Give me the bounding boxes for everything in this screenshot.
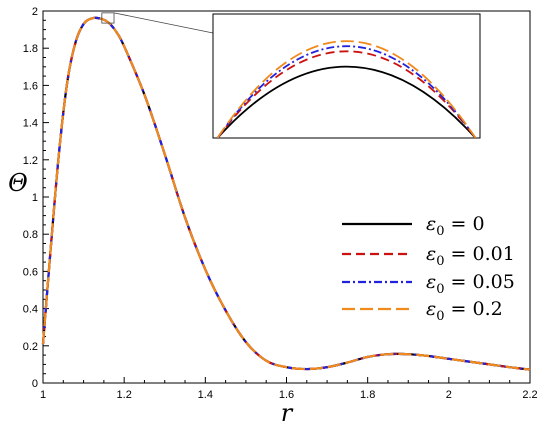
y-tick-label: 0 (32, 378, 38, 390)
x-axis-title: r (281, 399, 294, 427)
x-tick-label: 2.2 (522, 389, 537, 401)
x-tick-label: 2 (446, 389, 452, 401)
y-tick-label: 1.4 (23, 118, 38, 130)
y-tick-label: 0.4 (23, 304, 38, 316)
inset-series-line-2 (216, 45, 477, 138)
x-tick-label: 1.6 (279, 389, 294, 401)
y-tick-label: 1.8 (23, 43, 38, 55)
legend-label-1: ε0 = 0.01 (426, 243, 515, 269)
legend-label-2: ε0 = 0.05 (426, 271, 515, 297)
y-tick-label: 0.8 (23, 229, 38, 241)
x-tick-label: 1.4 (198, 389, 213, 401)
series-line-3 (41, 16, 531, 371)
y-tick-label: 2 (32, 6, 38, 18)
y-tick-label: 1 (32, 192, 38, 204)
y-axis-title: Θ (8, 169, 28, 197)
legend-label-3: ε0 = 0.2 (426, 298, 503, 324)
y-tick-label: 1.2 (23, 155, 38, 167)
x-tick-label: 1.8 (360, 389, 375, 401)
legend-label-0: ε0 = 0 (426, 213, 485, 239)
inset-frame (212, 13, 481, 139)
inset-series-line-1 (216, 50, 477, 138)
x-tick-label: 1 (40, 389, 46, 401)
inset-series-line-3 (216, 40, 477, 138)
zoom-region-box (101, 12, 115, 24)
y-tick-label: 0.2 (23, 341, 38, 353)
x-tick-label: 1.2 (117, 389, 132, 401)
y-tick-label: 1.6 (23, 80, 38, 92)
y-tick-label: 0.6 (23, 266, 38, 278)
inset-series-line-0 (216, 65, 477, 138)
zoom-connector-line (113, 12, 214, 34)
